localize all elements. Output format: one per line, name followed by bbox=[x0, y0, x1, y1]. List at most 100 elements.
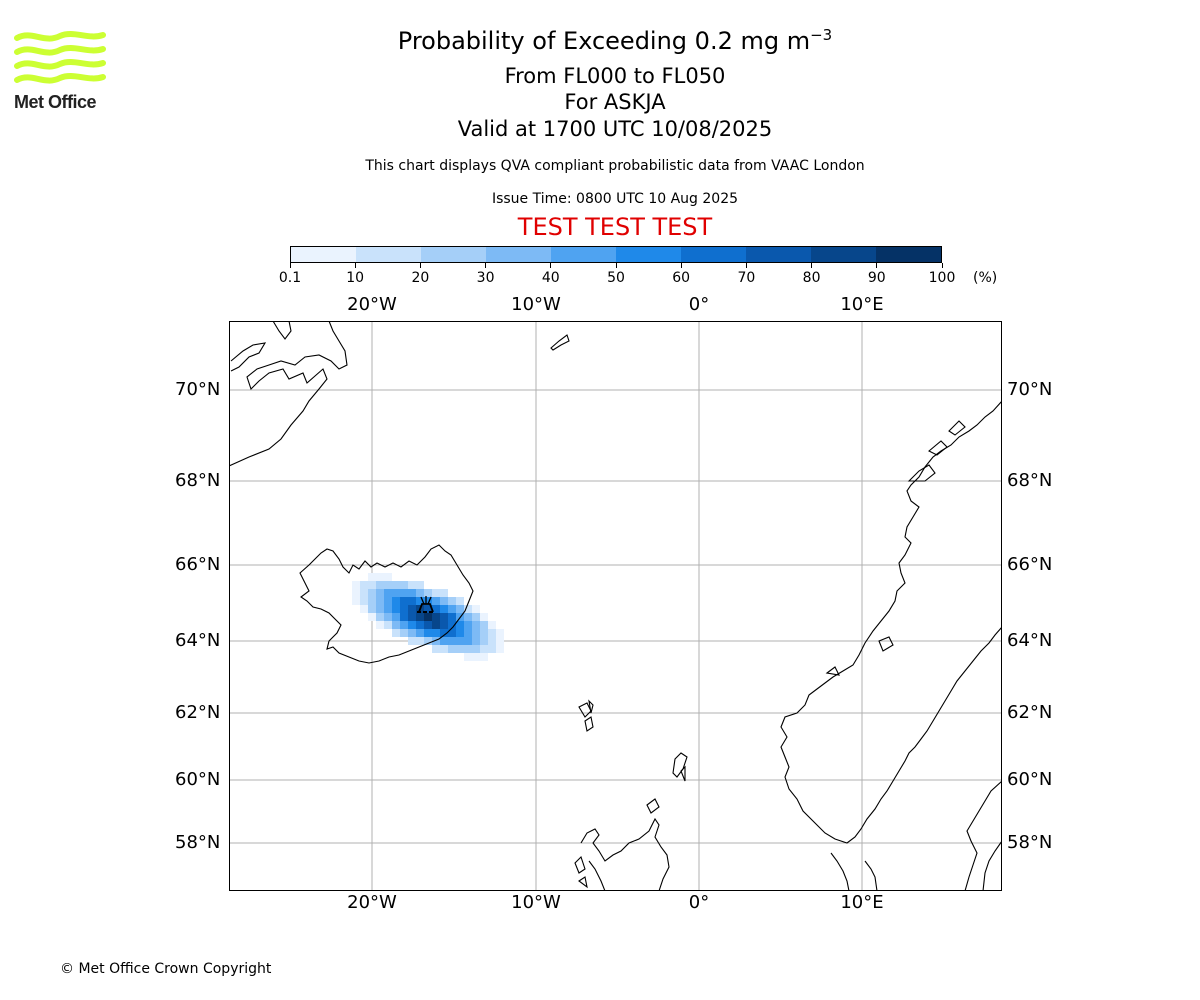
plume-cell bbox=[384, 589, 392, 597]
plume-cell bbox=[368, 605, 376, 613]
plume-cell bbox=[360, 605, 368, 613]
map-frame bbox=[229, 321, 1002, 891]
plume-cell bbox=[360, 597, 368, 605]
plume-cell bbox=[488, 621, 496, 629]
plume-cell bbox=[384, 597, 392, 605]
plume-cell bbox=[448, 645, 456, 653]
lat-label-left: 60°N bbox=[175, 769, 221, 790]
colorbar-tick-mark bbox=[354, 263, 356, 268]
plume-cell bbox=[400, 621, 408, 629]
lon-label-top: 0° bbox=[688, 294, 710, 315]
plume-cell bbox=[480, 645, 488, 653]
lat-label-left: 64°N bbox=[175, 630, 221, 651]
lon-label-bottom: 10°E bbox=[840, 892, 884, 913]
plume-cell bbox=[464, 637, 472, 645]
plume-cell bbox=[472, 629, 480, 637]
plume-cell bbox=[400, 589, 408, 597]
plume-cell bbox=[456, 629, 464, 637]
plume-cell bbox=[464, 605, 472, 613]
plume-cell bbox=[368, 597, 376, 605]
plume-cell bbox=[432, 613, 440, 621]
lat-label-left: 66°N bbox=[175, 554, 221, 575]
colorbar-tick-label: 100 bbox=[928, 270, 956, 286]
plume-cell bbox=[408, 605, 416, 613]
plume-cell bbox=[464, 621, 472, 629]
plume-cell bbox=[480, 629, 488, 637]
plume-cell bbox=[496, 645, 504, 653]
plume-cell bbox=[392, 589, 400, 597]
plume-cell bbox=[384, 613, 392, 621]
issue-time: Issue Time: 0800 UTC 10 Aug 2025 bbox=[491, 191, 739, 207]
info-line: This chart displays QVA compliant probab… bbox=[365, 158, 865, 174]
lon-label-top: 20°W bbox=[347, 294, 397, 315]
subtitle-levels: From FL000 to FL050 bbox=[504, 64, 726, 88]
lat-label-right: 60°N bbox=[1007, 769, 1053, 790]
plume-cell bbox=[464, 629, 472, 637]
plume-cell bbox=[488, 637, 496, 645]
plume-cell bbox=[472, 653, 480, 661]
colorbar-tick-label: 90 bbox=[867, 270, 886, 286]
plume-cell bbox=[440, 621, 448, 629]
plume-cell bbox=[496, 629, 504, 637]
plume-cell bbox=[472, 605, 480, 613]
plume-cell bbox=[456, 637, 464, 645]
plume-cell bbox=[408, 581, 416, 589]
colorbar-tick-mark bbox=[289, 263, 291, 268]
plume-cell bbox=[448, 621, 456, 629]
plume-cell bbox=[432, 589, 440, 597]
title-text: Probability of Exceeding 0.2 mg m bbox=[397, 27, 811, 55]
logo-text: Met Office bbox=[14, 92, 97, 112]
plume-cell bbox=[488, 629, 496, 637]
plume-cell bbox=[376, 573, 384, 581]
plume-cell bbox=[352, 581, 360, 589]
lat-label-right: 64°N bbox=[1007, 630, 1053, 651]
plume-cell bbox=[424, 629, 432, 637]
colorbar-tick-label: 70 bbox=[737, 270, 756, 286]
plume-cell bbox=[416, 621, 424, 629]
plume-cell bbox=[408, 597, 416, 605]
plume-cell bbox=[408, 629, 416, 637]
colorbar-tick-label: 30 bbox=[476, 270, 495, 286]
plume-cell bbox=[432, 629, 440, 637]
plume-cell bbox=[496, 637, 504, 645]
plume-cell bbox=[376, 589, 384, 597]
plume-cell bbox=[424, 613, 432, 621]
probability-plume bbox=[352, 573, 504, 661]
plume-cell bbox=[384, 581, 392, 589]
lon-label-bottom: 20°W bbox=[347, 892, 397, 913]
plume-cell bbox=[440, 589, 448, 597]
colorbar-tick-label: 80 bbox=[802, 270, 821, 286]
colorbar-segment bbox=[291, 247, 356, 262]
colorbar-segment bbox=[811, 247, 876, 262]
plume-cell bbox=[472, 613, 480, 621]
plume-cell bbox=[408, 589, 416, 597]
jan-mayen-coast bbox=[550, 334, 570, 351]
plume-cell bbox=[376, 621, 384, 629]
plume-cell bbox=[456, 645, 464, 653]
colorbar-tick-label: 60 bbox=[672, 270, 691, 286]
plume-cell bbox=[392, 621, 400, 629]
plume-cell bbox=[384, 621, 392, 629]
plume-cell bbox=[376, 581, 384, 589]
subtitle-valid-time: Valid at 1700 UTC 10/08/2025 bbox=[457, 117, 773, 141]
plume-cell bbox=[440, 605, 448, 613]
lon-label-top: 10°E bbox=[840, 294, 884, 315]
colorbar-segment bbox=[486, 247, 551, 262]
title-unit-exponent: −3 bbox=[810, 26, 833, 44]
plume-cell bbox=[464, 653, 472, 661]
gridlines bbox=[229, 321, 1002, 891]
colorbar-segment bbox=[356, 247, 421, 262]
plume-cell bbox=[448, 597, 456, 605]
plume-cell bbox=[384, 605, 392, 613]
plume-cell bbox=[392, 613, 400, 621]
coastlines bbox=[229, 321, 1002, 891]
plume-cell bbox=[376, 605, 384, 613]
colorbar-tick-mark bbox=[876, 263, 878, 268]
colorbar-tick-mark bbox=[941, 263, 943, 268]
plume-cell bbox=[400, 613, 408, 621]
plume-cell bbox=[432, 597, 440, 605]
plume-cell bbox=[432, 621, 440, 629]
plume-cell bbox=[448, 605, 456, 613]
plume-cell bbox=[480, 621, 488, 629]
plume-cell bbox=[448, 629, 456, 637]
